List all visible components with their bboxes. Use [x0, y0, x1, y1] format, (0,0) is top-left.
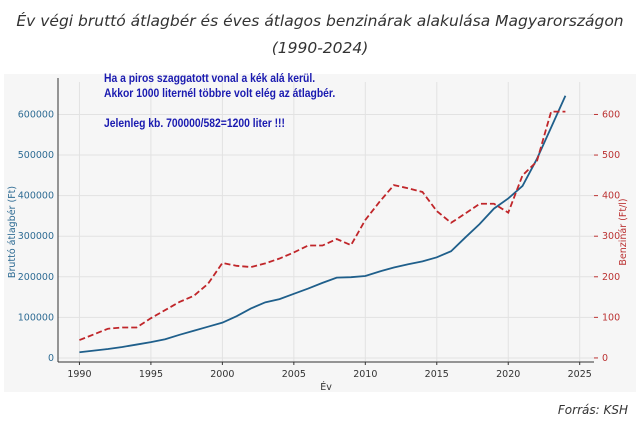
- annotation-line-2: Akkor 1000 liternél többre volt elég az …: [104, 88, 336, 100]
- annotation-line-4: Jelenleg kb. 700000/582=1200 liter !!!: [104, 118, 285, 130]
- x-tick-label: 2010: [353, 369, 377, 380]
- chart-frame: [4, 74, 636, 392]
- x-tick-label: 2000: [210, 369, 234, 380]
- y-axis-label: Bruttó átlagbér (Ft): [7, 186, 18, 278]
- y2-tick-label: 0: [602, 353, 608, 364]
- y-tick-label: 500000: [18, 150, 54, 161]
- y2-tick-label: 600: [602, 109, 620, 120]
- y-tick-label: 100000: [18, 312, 54, 323]
- y2-tick-label: 400: [602, 191, 620, 202]
- x-tick-label: 1990: [67, 369, 91, 380]
- petrol-price-line: [79, 110, 566, 341]
- y2-tick-label: 200: [602, 272, 620, 283]
- page-title: Év végi bruttó átlagbér és éves átlagos …: [16, 12, 624, 57]
- y2-tick-label: 300: [602, 231, 620, 242]
- y-tick-label: 300000: [18, 231, 54, 242]
- y2-tick-label: 500: [602, 150, 620, 161]
- x-tick-label: 2005: [282, 369, 306, 380]
- x-axis-label: Év: [320, 381, 332, 393]
- x-tick-label: 2015: [425, 369, 449, 380]
- x-tick-label: 2025: [568, 369, 592, 380]
- annotation-line-1: Ha a piros szaggatott vonal a kék alá ke…: [104, 73, 316, 85]
- y-tick-label: 200000: [18, 272, 54, 283]
- y2-tick-label: 100: [602, 312, 620, 323]
- source-note: Forrás: KSH: [557, 403, 628, 417]
- y-tick-label: 400000: [18, 191, 54, 202]
- y-tick-label: 600000: [18, 109, 54, 120]
- x-tick-label: 1995: [139, 369, 163, 380]
- y2-axis-label: Benzinár (Ft/l): [618, 198, 629, 265]
- y-tick-label: 0: [48, 353, 54, 364]
- x-tick-label: 2020: [496, 369, 520, 380]
- annotation: Ha a piros szaggatott vonal a kék alá ke…: [104, 72, 335, 132]
- salary-line: [79, 95, 567, 354]
